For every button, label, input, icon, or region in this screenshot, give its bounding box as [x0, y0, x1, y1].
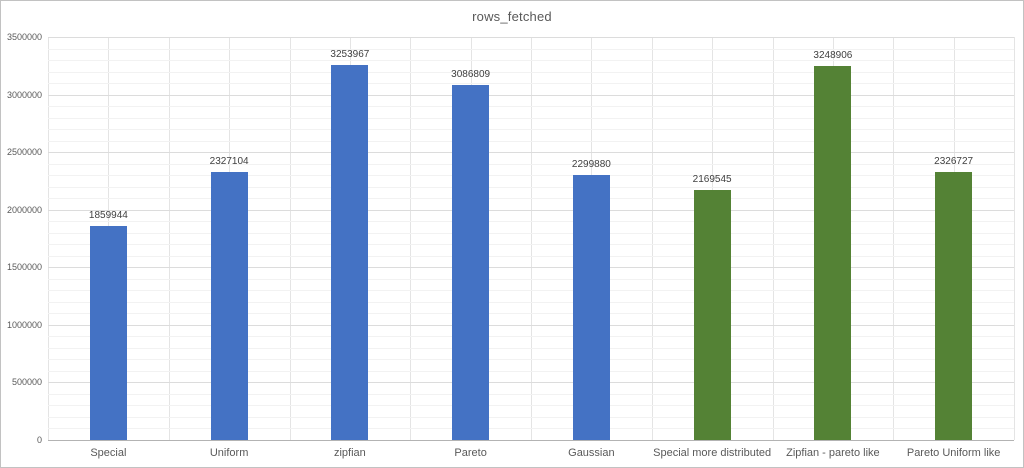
- y-axis: 0 500000 1000000 1500000 2000000 2500000 30000…: [1, 32, 42, 445]
- minor-gridline: [48, 405, 1014, 407]
- major-gridline: [48, 209, 1014, 211]
- bar-value-label: 2326727: [934, 156, 974, 168]
- minor-gridline: [48, 370, 1014, 372]
- category-label: Special: [90, 447, 127, 459]
- category-label: Pareto: [454, 447, 487, 459]
- y-tick-label: 1500000: [6, 262, 42, 273]
- bar-Pareto: [452, 84, 490, 440]
- major-gridline: [48, 324, 1014, 326]
- minor-gridline: [48, 290, 1014, 292]
- major-gridline: [48, 94, 1014, 96]
- category-label: Uniform: [209, 447, 249, 459]
- minor-gridline: [48, 359, 1014, 361]
- minor-gridline: [48, 117, 1014, 119]
- minor-gridline: [48, 313, 1014, 315]
- minor-gridline: [48, 347, 1014, 349]
- vertical-gridline: [893, 37, 895, 440]
- minor-gridline: [48, 278, 1014, 280]
- minor-gridline: [48, 336, 1014, 338]
- minor-gridline: [48, 48, 1014, 50]
- bar-Gaussian: [572, 175, 610, 440]
- bar-Uniform: [210, 172, 248, 440]
- bar-Zipfian - pareto like: [814, 65, 852, 440]
- category-label: Pareto Uniform like: [906, 447, 1001, 459]
- y-tick-label: 500000: [11, 377, 42, 388]
- plot-area: 1859944 2327104 3253967 3086809 2299880 21695…: [48, 37, 1015, 441]
- minor-gridline: [48, 83, 1014, 85]
- bar-value-label: 3086809: [451, 68, 491, 80]
- bar-value-label: 2169545: [692, 174, 732, 186]
- major-gridline: [48, 37, 1014, 38]
- vertical-gridline: [168, 37, 170, 440]
- y-tick-label: 2500000: [6, 147, 42, 158]
- vertical-gridline: [48, 37, 49, 440]
- bar-value-label: 3253967: [330, 49, 370, 61]
- bar-value-label: 1859944: [88, 209, 128, 221]
- minor-gridline: [48, 140, 1014, 142]
- major-gridline: [48, 152, 1014, 154]
- minor-gridline: [48, 163, 1014, 165]
- category-label: zipfian: [333, 447, 366, 459]
- category-label: Special more distributed: [653, 447, 772, 459]
- minor-gridline: [48, 255, 1014, 257]
- vertical-gridline: [531, 37, 532, 440]
- y-tick-label: 2000000: [6, 204, 42, 215]
- minor-gridline: [48, 186, 1014, 188]
- x-axis: Special Uniform zipfian Pareto Gaussian Speci…: [48, 447, 1014, 465]
- minor-gridline: [48, 301, 1014, 303]
- minor-gridline: [48, 428, 1014, 430]
- chart-title: rows_fetched: [472, 9, 552, 24]
- y-tick-label: 3500000: [6, 32, 42, 42]
- minor-gridline: [48, 71, 1014, 73]
- minor-gridline: [48, 198, 1014, 200]
- vertical-gridline: [772, 37, 774, 440]
- minor-gridline: [48, 416, 1014, 418]
- minor-gridline: [48, 60, 1014, 62]
- minor-gridline: [48, 244, 1014, 246]
- major-gridline: [48, 267, 1014, 269]
- bar-Special: [89, 225, 127, 440]
- minor-gridline: [48, 221, 1014, 223]
- y-tick-label: 3000000: [6, 89, 42, 100]
- vertical-gridline: [289, 37, 291, 440]
- vertical-gridline: [410, 37, 412, 440]
- y-tick-label: 0: [36, 435, 42, 445]
- minor-gridline: [48, 129, 1014, 131]
- minor-gridline: [48, 175, 1014, 177]
- bar-value-label: 2327104: [209, 156, 249, 168]
- bar-Special more distributed: [693, 190, 731, 440]
- major-gridline: [48, 382, 1014, 384]
- bar-value-label: 2299880: [571, 159, 611, 171]
- bar-Pareto Uniform like: [935, 172, 973, 440]
- y-tick-label: 1000000: [6, 319, 42, 330]
- category-label: Zipfian - pareto like: [786, 447, 880, 459]
- bar-value-label: 3248906: [813, 49, 853, 61]
- minor-gridline: [48, 232, 1014, 234]
- minor-gridline: [48, 393, 1014, 395]
- bar-zipfian: [331, 65, 369, 440]
- minor-gridline: [48, 106, 1014, 108]
- category-label: Gaussian: [568, 447, 615, 459]
- vertical-gridline: [651, 37, 653, 440]
- vertical-gridline: [1014, 37, 1015, 440]
